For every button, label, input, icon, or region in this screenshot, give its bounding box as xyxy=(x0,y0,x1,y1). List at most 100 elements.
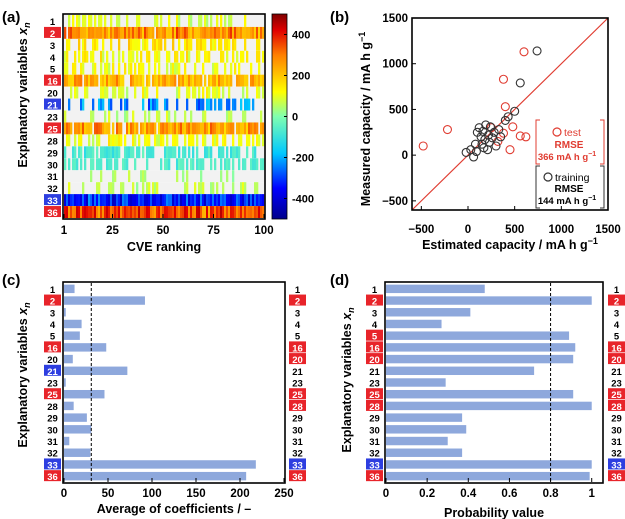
bar-c-bar-21 xyxy=(64,366,128,376)
heatmap-cell xyxy=(104,110,107,123)
heatmap-cell xyxy=(94,194,97,207)
heatmap-cell xyxy=(104,15,107,27)
heatmap-cell xyxy=(222,134,225,147)
heatmap-cell xyxy=(176,194,179,207)
heatmap-cell xyxy=(84,86,87,99)
bar-d-right-row-label-4: 4 xyxy=(614,320,620,331)
heatmap-cell xyxy=(140,26,143,39)
heatmap-cell xyxy=(244,110,247,123)
heatmap-cell xyxy=(64,110,67,123)
heatmap-cell xyxy=(234,62,237,75)
heatmap-cell xyxy=(196,50,199,63)
bar-c-row-label-21-badge xyxy=(44,364,61,376)
heatmap-cell xyxy=(114,86,117,99)
scatter-x-tick-0: 0 xyxy=(465,224,471,236)
heatmap-cell xyxy=(202,26,205,39)
heatmap-cell xyxy=(256,194,259,207)
bar-c-row-label-28: 28 xyxy=(47,402,58,413)
scatter-plot-area xyxy=(411,17,609,211)
heatmap-cell xyxy=(214,122,217,135)
heatmap-cell xyxy=(128,170,131,183)
heatmap-cell xyxy=(190,74,193,87)
heatmap-cell xyxy=(142,38,145,51)
heatmap-cell xyxy=(146,74,149,87)
heatmap-row-label-1: 1 xyxy=(50,17,56,28)
heatmap-cell xyxy=(90,50,93,63)
heatmap-cell xyxy=(162,134,165,147)
heatmap-cell xyxy=(104,146,107,159)
bar-d-y-axis-label-var: x xyxy=(340,312,354,321)
heatmap-cell xyxy=(106,146,109,159)
bar-c-row-label-5: 5 xyxy=(50,332,56,343)
parity-line xyxy=(411,17,609,211)
heatmap-cell xyxy=(84,194,87,207)
heatmap-cell xyxy=(158,26,161,39)
heatmap-cell xyxy=(104,122,107,135)
heatmap-cell xyxy=(200,26,203,39)
heatmap-cell xyxy=(218,206,221,218)
heatmap-cell xyxy=(118,26,121,39)
heatmap-cell xyxy=(176,98,179,111)
heatmap-cell xyxy=(252,158,255,171)
heatmap-cell xyxy=(258,62,261,75)
heatmap-cell xyxy=(160,122,163,135)
heatmap-cell xyxy=(220,146,223,159)
heatmap-cell xyxy=(134,26,137,39)
heatmap-cell xyxy=(172,74,175,87)
heatmap-cell xyxy=(256,134,259,147)
heatmap-cell xyxy=(70,122,73,135)
heatmap-cell xyxy=(248,26,251,39)
heatmap-cell xyxy=(190,194,193,207)
legend-training-rmse-label: RMSE xyxy=(555,184,584,195)
heatmap-cell xyxy=(204,74,207,87)
legend-training-bracket-right xyxy=(600,165,605,209)
heatmap-cell xyxy=(66,194,69,207)
heatmap-cell xyxy=(186,74,189,87)
heatmap-cell xyxy=(86,50,89,63)
bar-c-right-row-label-30: 30 xyxy=(292,425,303,436)
heatmap-cell xyxy=(124,134,127,147)
heatmap-cell xyxy=(188,26,191,39)
heatmap-cell xyxy=(234,194,237,207)
heatmap-cell xyxy=(200,15,203,27)
heatmap-cell xyxy=(182,74,185,87)
heatmap-cell xyxy=(156,15,159,27)
heatmap-cell xyxy=(246,122,249,135)
heatmap-cell xyxy=(112,182,115,195)
heatmap-cell xyxy=(208,74,211,87)
heatmap-cell xyxy=(182,170,185,183)
heatmap-cell xyxy=(244,74,247,87)
heatmap-cell xyxy=(184,206,187,218)
bar-d-bar-2 xyxy=(386,296,592,305)
bar-d-bar-5 xyxy=(386,331,570,340)
heatmap-cell xyxy=(168,74,171,87)
heatmap-cell xyxy=(74,194,77,207)
heatmap-cell xyxy=(174,134,177,147)
heatmap-cell xyxy=(248,206,251,218)
heatmap-cell xyxy=(192,194,195,207)
heatmap-row-label-16: 16 xyxy=(47,77,58,88)
bar-d-right-row-label-21: 21 xyxy=(611,367,622,378)
heatmap-cell xyxy=(94,38,97,51)
heatmap-cell xyxy=(126,158,129,171)
heatmap-cell xyxy=(216,15,219,27)
heatmap-cell xyxy=(172,62,175,75)
heatmap-cell xyxy=(212,74,215,87)
heatmap-cell xyxy=(166,26,169,39)
bar-d-bar-32 xyxy=(386,448,463,457)
heatmap-cell xyxy=(206,86,209,99)
scatter-x-tick--500: −500 xyxy=(408,224,434,236)
heatmap-cell xyxy=(168,158,171,171)
heatmap-cell xyxy=(184,62,187,75)
heatmap-cell xyxy=(246,86,249,99)
heatmap-cell xyxy=(146,86,149,99)
heatmap-x-ticks: 1 25 50 75 100 xyxy=(61,214,274,237)
heatmap-cell xyxy=(72,62,75,75)
heatmap-cell xyxy=(144,86,147,99)
heatmap-cell xyxy=(186,86,189,99)
bar-d-row-label-36: 36 xyxy=(369,472,380,483)
heatmap-cell xyxy=(148,26,151,39)
heatmap-cell xyxy=(210,38,213,51)
heatmap-cell xyxy=(68,98,71,111)
heatmap-cell xyxy=(126,146,129,159)
